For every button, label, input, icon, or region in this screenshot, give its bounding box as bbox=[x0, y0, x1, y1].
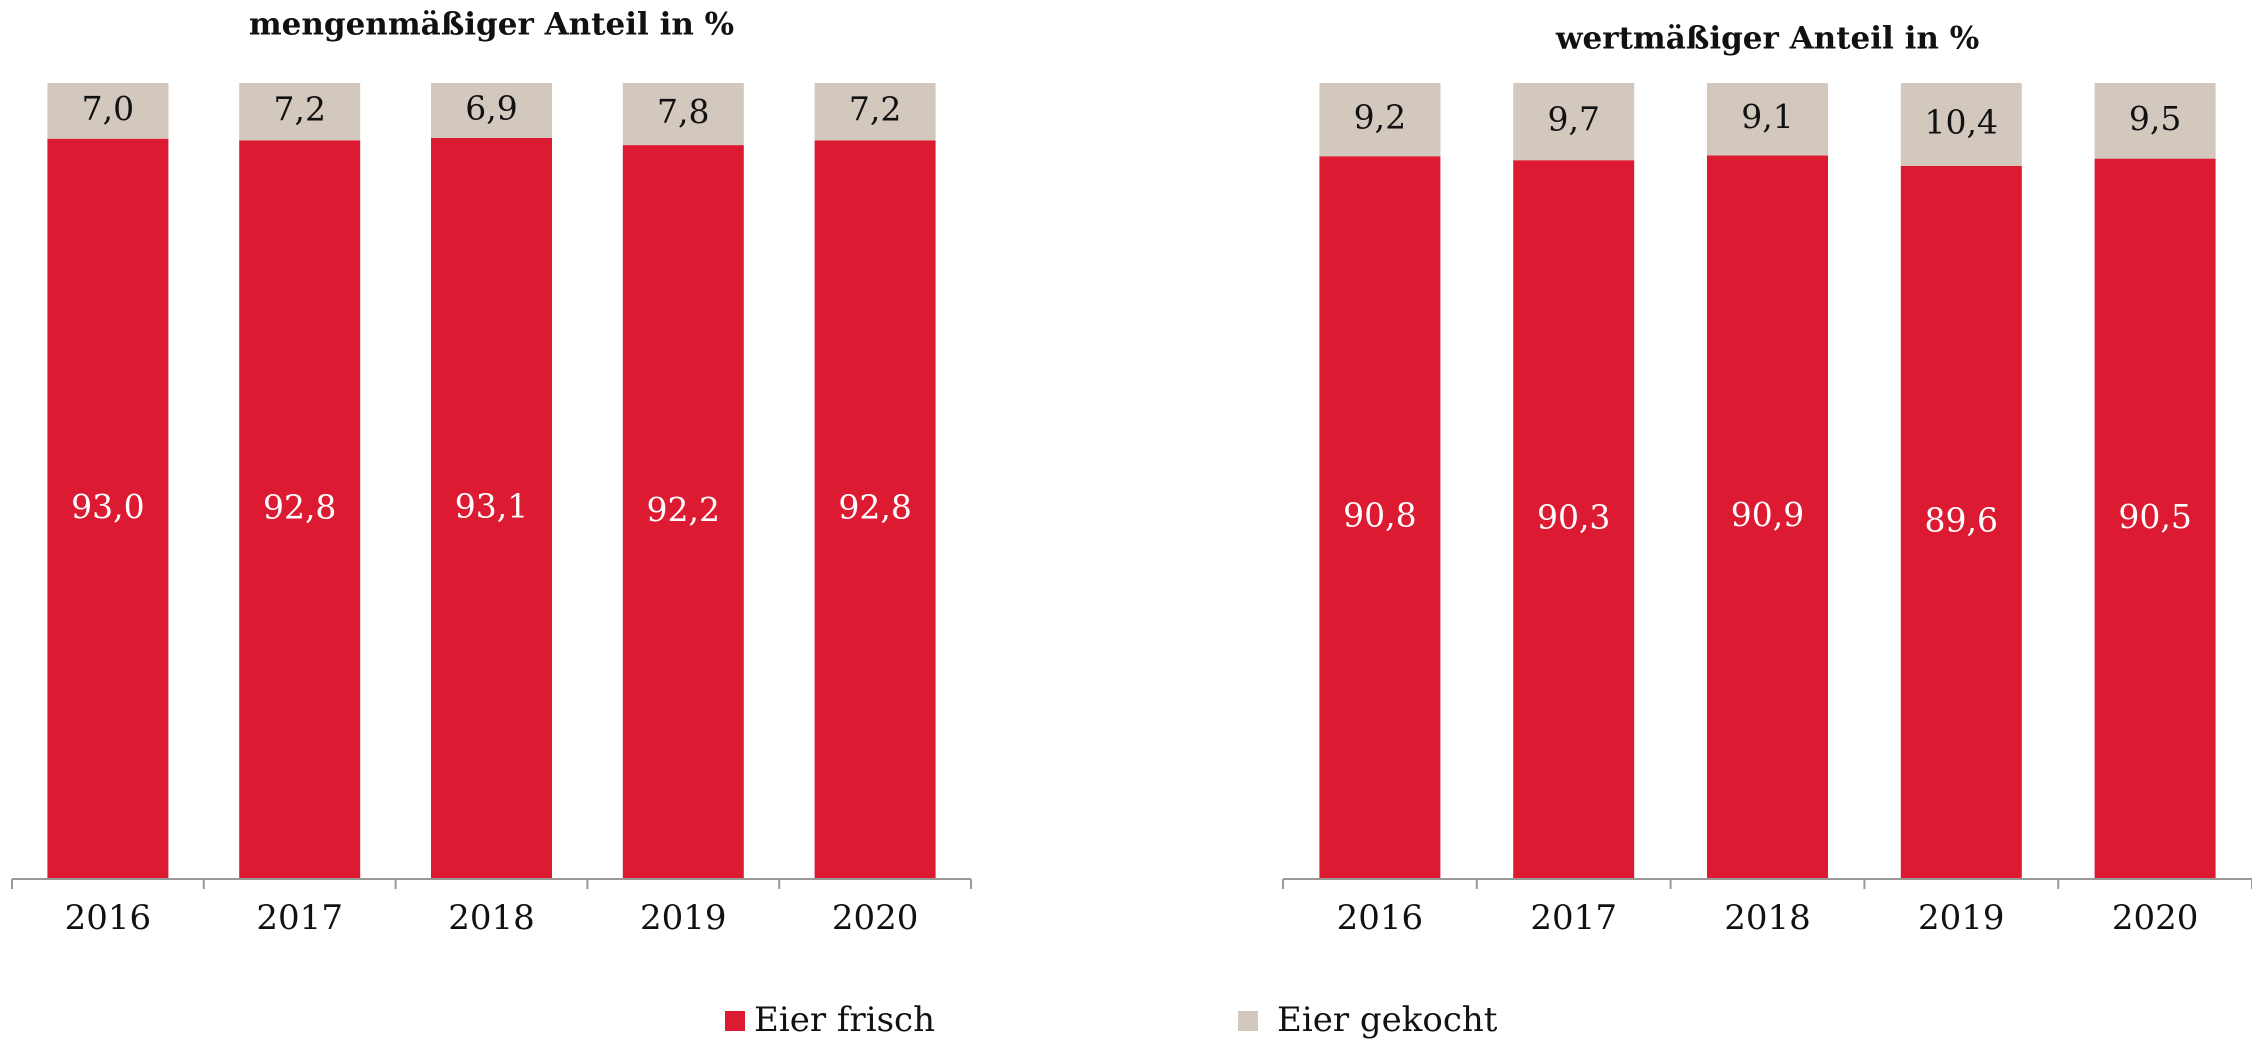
value-label: 90,8 bbox=[1343, 496, 1416, 535]
value-label: 10,4 bbox=[1925, 102, 1998, 141]
value-label: 7,8 bbox=[657, 92, 709, 131]
bar-segment bbox=[622, 145, 744, 879]
bar-segment bbox=[239, 140, 361, 879]
bar-segment bbox=[1513, 83, 1635, 161]
bar-segment bbox=[1900, 83, 2022, 166]
bar-segment bbox=[622, 83, 744, 146]
bar-segment bbox=[1900, 165, 2022, 879]
bar-segment bbox=[1707, 83, 1828, 156]
x-tick-label: 2018 bbox=[448, 898, 535, 938]
value-label: 89,6 bbox=[1925, 500, 1998, 539]
value-label: 9,5 bbox=[2129, 99, 2181, 138]
value-label: 7,2 bbox=[849, 90, 901, 129]
legend-label: Eier frisch bbox=[754, 1000, 935, 1040]
bar-segment bbox=[814, 83, 936, 141]
x-tick-label: 2016 bbox=[1337, 898, 1424, 938]
value-label: 93,1 bbox=[455, 486, 528, 525]
bar-segment bbox=[1707, 155, 1828, 879]
value-label: 9,7 bbox=[1547, 100, 1599, 139]
chart-title: mengenmäßiger Anteil in % bbox=[249, 7, 734, 43]
bar-segment bbox=[239, 83, 361, 141]
value-label: 90,5 bbox=[2118, 497, 2191, 536]
bar-segment bbox=[431, 83, 552, 138]
x-tick-label: 2016 bbox=[65, 898, 152, 938]
value-label: 7,0 bbox=[82, 89, 134, 128]
bar-segment bbox=[431, 137, 552, 879]
value-label: 90,9 bbox=[1731, 495, 1804, 534]
x-tick-label: 2019 bbox=[640, 898, 727, 938]
chart-title: wertmäßiger Anteil in % bbox=[1555, 21, 1979, 57]
value-label: 92,8 bbox=[263, 488, 336, 527]
value-label: 90,3 bbox=[1537, 498, 1610, 537]
bar-segment bbox=[1513, 160, 1635, 879]
legend-label: Eier gekocht bbox=[1277, 1000, 1498, 1040]
bar-segment bbox=[47, 83, 169, 139]
value-label: 9,2 bbox=[1354, 98, 1406, 137]
bar-segment bbox=[1319, 156, 1441, 879]
bar-segment bbox=[1319, 83, 1441, 157]
legend-swatch bbox=[1238, 1011, 1258, 1031]
x-tick-label: 2017 bbox=[1530, 898, 1617, 938]
bar-segment bbox=[2094, 83, 2216, 159]
value-label: 93,0 bbox=[71, 487, 144, 526]
x-tick-label: 2017 bbox=[256, 898, 343, 938]
value-label: 92,2 bbox=[647, 490, 720, 529]
legend-swatch bbox=[725, 1011, 745, 1031]
value-label: 7,2 bbox=[273, 90, 325, 129]
x-tick-label: 2019 bbox=[1918, 898, 2005, 938]
x-tick-label: 2018 bbox=[1724, 898, 1811, 938]
x-tick-label: 2020 bbox=[2112, 898, 2199, 938]
bar-segment bbox=[47, 138, 169, 880]
x-tick-label: 2020 bbox=[832, 898, 919, 938]
value-label: 9,1 bbox=[1741, 97, 1793, 136]
value-label: 92,8 bbox=[838, 488, 911, 527]
value-label: 6,9 bbox=[465, 88, 517, 127]
bar-segment bbox=[2094, 158, 2216, 879]
bar-segment bbox=[814, 140, 936, 879]
